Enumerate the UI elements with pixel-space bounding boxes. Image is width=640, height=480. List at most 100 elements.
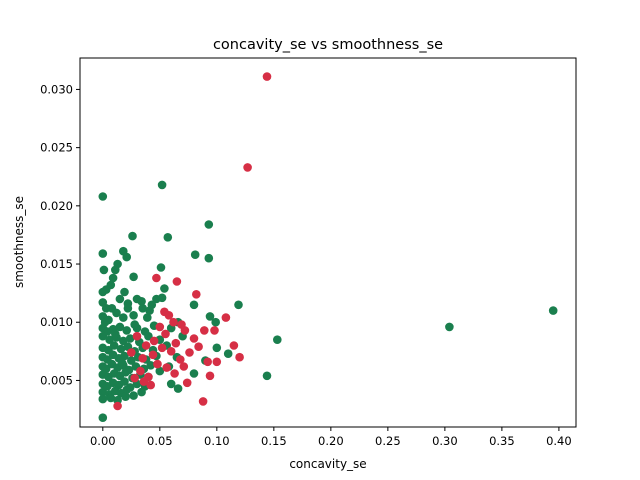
data-point [141,341,151,350]
chart-title: concavity_se vs smoothness_se [213,37,443,53]
data-point [173,384,183,393]
data-point [98,192,108,201]
data-point [98,331,108,341]
x-axis-label: concavity_se [289,457,366,471]
data-point [234,300,243,310]
y-axis-label: smoothness_se [12,196,26,288]
data-point [157,343,167,353]
data-point [127,356,136,365]
data-point [273,335,282,345]
data-point [548,306,558,315]
data-point [98,287,108,297]
data-point [148,350,158,360]
data-point [157,180,167,190]
data-point [115,294,125,304]
data-point [119,336,128,346]
data-point [125,334,135,343]
data-point [262,371,272,381]
data-point [111,265,120,275]
data-point [122,252,131,262]
data-point [127,348,136,357]
data-point [161,329,170,339]
data-point [200,326,209,335]
data-point [146,361,155,370]
data-point [119,313,128,322]
data-point [137,387,146,397]
y-tick-label: 0.020 [40,199,73,213]
y-tick-label: 0.025 [40,141,73,155]
data-point [204,220,214,229]
x-tick-label: 0.10 [204,434,230,448]
data-point [223,349,233,359]
data-point [112,308,121,318]
data-point [98,387,108,397]
data-point [212,343,222,353]
x-tick-label: 0.40 [546,434,572,448]
data-point [164,311,174,320]
data-point [109,341,119,350]
x-tick-label: 0.00 [90,434,116,448]
data-point [153,359,162,369]
series-0 [98,180,558,423]
data-point [138,304,147,313]
data-point [139,377,149,386]
data-point [101,304,111,313]
data-point [115,322,125,332]
x-tick-label: 0.35 [489,434,515,448]
data-point [157,293,167,303]
data-point [192,290,201,299]
data-point [122,326,131,335]
data-points [98,72,558,423]
y-axis: 0.005 0.010 0.015 0.020 0.025 0.030 [40,82,80,387]
data-point [113,401,122,411]
x-tick-label: 0.30 [432,434,458,448]
data-point [130,373,139,383]
data-point [243,163,252,172]
data-point [179,362,189,371]
data-point [221,313,231,322]
data-point [166,347,176,356]
data-point [262,72,272,81]
data-point [99,265,109,275]
y-tick-label: 0.005 [40,373,73,387]
series-1 [113,72,272,411]
data-point [229,341,239,350]
data-point [445,322,454,332]
data-point [152,273,161,283]
data-point [163,233,173,242]
data-point [132,331,142,341]
data-point [177,320,186,329]
x-tick-label: 0.25 [375,434,401,448]
data-point [123,304,133,313]
data-point [117,358,127,368]
data-point [138,354,147,363]
data-point [198,397,208,406]
data-point [176,355,185,364]
data-point [210,326,219,335]
data-point [120,377,129,386]
data-point [149,336,159,346]
data-point [121,368,130,377]
data-point [137,297,146,306]
data-point [120,287,129,297]
data-point [189,300,199,310]
data-point [143,313,152,322]
data-point [147,300,157,310]
x-axis: 0.00 0.05 0.10 0.15 0.20 0.25 0.30 0.35 0.40 [90,427,572,448]
data-point [182,378,192,388]
data-point [98,249,108,258]
data-point [122,385,131,395]
data-point [155,366,165,376]
data-point [155,322,165,332]
x-tick-label: 0.05 [147,434,173,448]
data-point [205,371,215,381]
data-point [166,379,176,389]
data-point [129,311,138,320]
y-tick-label: 0.030 [40,82,73,96]
y-tick-label: 0.010 [40,315,73,329]
data-point [129,272,138,282]
data-point [129,391,138,400]
data-point [108,273,118,283]
data-point [203,357,212,367]
data-point [146,380,155,390]
